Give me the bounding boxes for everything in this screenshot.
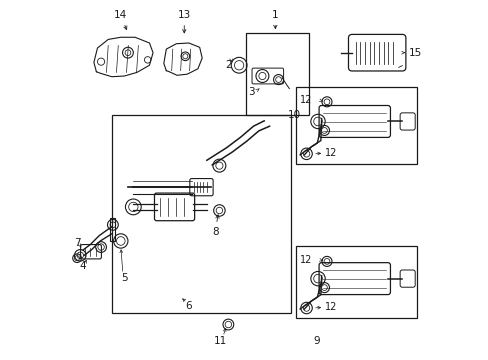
Text: 12: 12: [325, 302, 337, 312]
Text: 7: 7: [74, 238, 81, 248]
Text: 6: 6: [185, 301, 192, 311]
Bar: [246, 33, 308, 116]
Text: 12: 12: [300, 255, 312, 265]
Text: 11: 11: [213, 336, 226, 346]
Text: 3: 3: [248, 87, 254, 97]
Text: 13: 13: [177, 10, 190, 33]
Text: 10: 10: [287, 110, 301, 120]
Text: 9: 9: [312, 336, 319, 346]
Text: 2: 2: [224, 60, 231, 70]
Text: 5: 5: [121, 273, 127, 283]
Text: 12: 12: [325, 148, 337, 158]
Bar: [112, 116, 290, 313]
Bar: [296, 87, 416, 164]
Text: 12: 12: [300, 95, 312, 105]
Text: 1: 1: [271, 10, 278, 28]
Text: 14: 14: [114, 10, 127, 30]
Text: 8: 8: [211, 215, 219, 237]
Bar: [296, 246, 416, 318]
Text: 15: 15: [408, 48, 421, 58]
Text: 4: 4: [80, 261, 86, 271]
